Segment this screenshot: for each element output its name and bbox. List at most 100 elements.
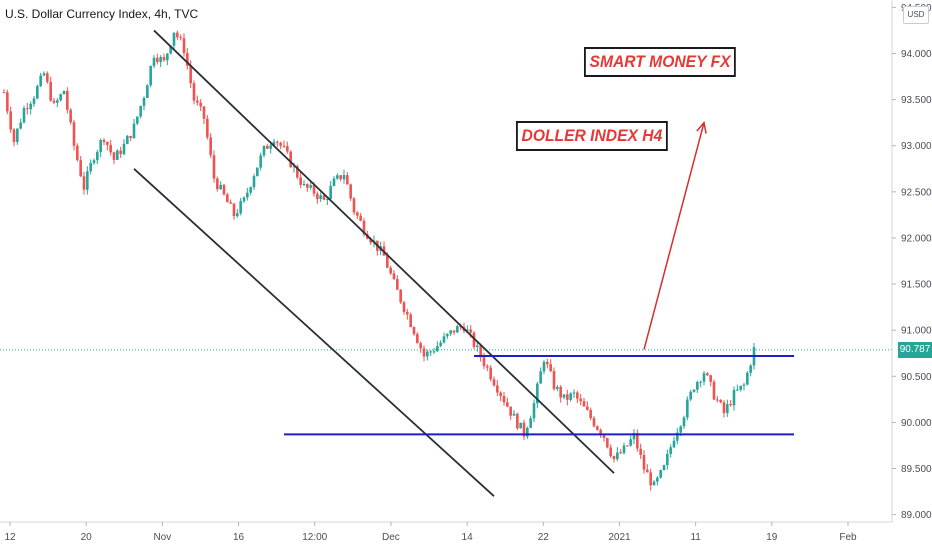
candle-body <box>72 122 76 146</box>
candle-body <box>526 427 529 437</box>
candle-body <box>156 57 159 63</box>
candle-body <box>59 94 62 101</box>
chart-title: U.S. Dollar Currency Index, 4h, TVC <box>5 7 199 21</box>
candle-body <box>622 445 626 454</box>
candle-body <box>222 184 226 195</box>
candle-body <box>239 201 242 214</box>
candle-body <box>509 406 512 416</box>
candle-body <box>589 409 592 419</box>
candle-body <box>479 345 482 358</box>
candle-body <box>646 469 649 473</box>
price-tick-label: 89.000 <box>901 510 932 521</box>
candle-body <box>729 404 732 406</box>
candle-body <box>232 203 236 217</box>
candle-body <box>279 142 282 146</box>
candle-body <box>692 389 696 392</box>
candle-body <box>149 65 152 86</box>
candle-body <box>19 122 22 129</box>
candle-body <box>129 135 132 139</box>
price-tick-label: 92.500 <box>901 187 932 198</box>
target-arrow-head <box>696 120 707 134</box>
candle-body <box>569 393 572 400</box>
candle-body <box>146 85 149 98</box>
candle-body <box>532 403 536 419</box>
candle-body <box>662 465 666 471</box>
candle-body <box>442 336 446 343</box>
candle-body <box>22 108 26 123</box>
candle-body <box>656 477 659 482</box>
candle-body <box>492 379 496 386</box>
candle-body <box>282 145 286 147</box>
candle-body <box>6 92 9 112</box>
candle-body <box>416 334 419 344</box>
candle-body <box>726 404 729 414</box>
candle-body <box>562 394 566 398</box>
candle-body <box>602 435 606 439</box>
candle-body <box>436 345 439 352</box>
candle-body <box>609 447 612 457</box>
candle-body <box>636 433 639 449</box>
time-tick-label: 20 <box>81 532 93 543</box>
target-arrow <box>643 122 705 350</box>
candle-body <box>746 372 749 385</box>
candle-body <box>512 413 516 416</box>
candle-body <box>679 426 682 433</box>
candle-body <box>706 373 709 376</box>
candle-body <box>349 184 352 199</box>
candle-body <box>552 371 556 390</box>
price-axis[interactable]: 94.50094.00093.50093.00092.50092.00091.5… <box>891 0 932 522</box>
candle-body <box>339 175 342 180</box>
candle-body <box>682 417 686 427</box>
candle-body <box>342 175 346 180</box>
candle-body <box>319 195 322 200</box>
candle-body <box>336 175 339 179</box>
candle-body <box>566 394 569 400</box>
candle-body <box>276 141 279 143</box>
candle-body <box>139 105 142 117</box>
candle-body <box>109 144 112 153</box>
candle-body <box>176 32 179 38</box>
candle-body <box>709 375 712 382</box>
candles-layer <box>0 30 892 491</box>
candle-body <box>592 418 596 427</box>
price-tick-label: 94.000 <box>901 49 932 60</box>
candle-body <box>406 312 409 315</box>
candle-body <box>116 150 119 160</box>
candle-body <box>742 384 746 386</box>
candle-body <box>296 166 299 178</box>
candle-body <box>122 143 126 155</box>
candle-body <box>712 381 716 400</box>
candle-body <box>506 402 509 407</box>
candle-body <box>736 389 739 391</box>
candle-body <box>69 109 72 123</box>
candle-body <box>302 184 306 186</box>
candle-body <box>252 176 256 188</box>
candle-body <box>626 445 629 447</box>
candle-body <box>162 56 166 61</box>
time-tick-label: 12 <box>4 532 16 543</box>
candle-body <box>399 289 402 303</box>
candle-body <box>689 391 692 400</box>
time-tick-label: 14 <box>462 532 474 543</box>
candle-body <box>642 454 646 470</box>
candle-body <box>702 373 706 382</box>
candle-body <box>586 406 589 410</box>
smart-money-annotation: SMART MONEY FX <box>584 47 737 77</box>
currency-unit-label[interactable]: USD <box>903 6 929 24</box>
candle-body <box>89 162 92 172</box>
candle-body <box>582 401 586 407</box>
candle-body <box>82 176 86 190</box>
time-tick-label: 12:00 <box>302 532 327 543</box>
price-tick-label: 91.000 <box>901 326 932 337</box>
candle-body <box>466 329 469 331</box>
time-axis[interactable]: 12 20 Nov 16 12:00 Dec 14 22 2021 11 19 Feb <box>0 521 892 543</box>
channel-lower-line <box>133 168 495 497</box>
candle-body <box>616 452 619 460</box>
candle-body <box>249 187 252 193</box>
time-tick-label: Feb <box>839 532 857 543</box>
candle-body <box>699 381 702 383</box>
candle-body <box>202 106 206 119</box>
candle-body <box>186 53 189 66</box>
candle-body <box>606 438 609 448</box>
